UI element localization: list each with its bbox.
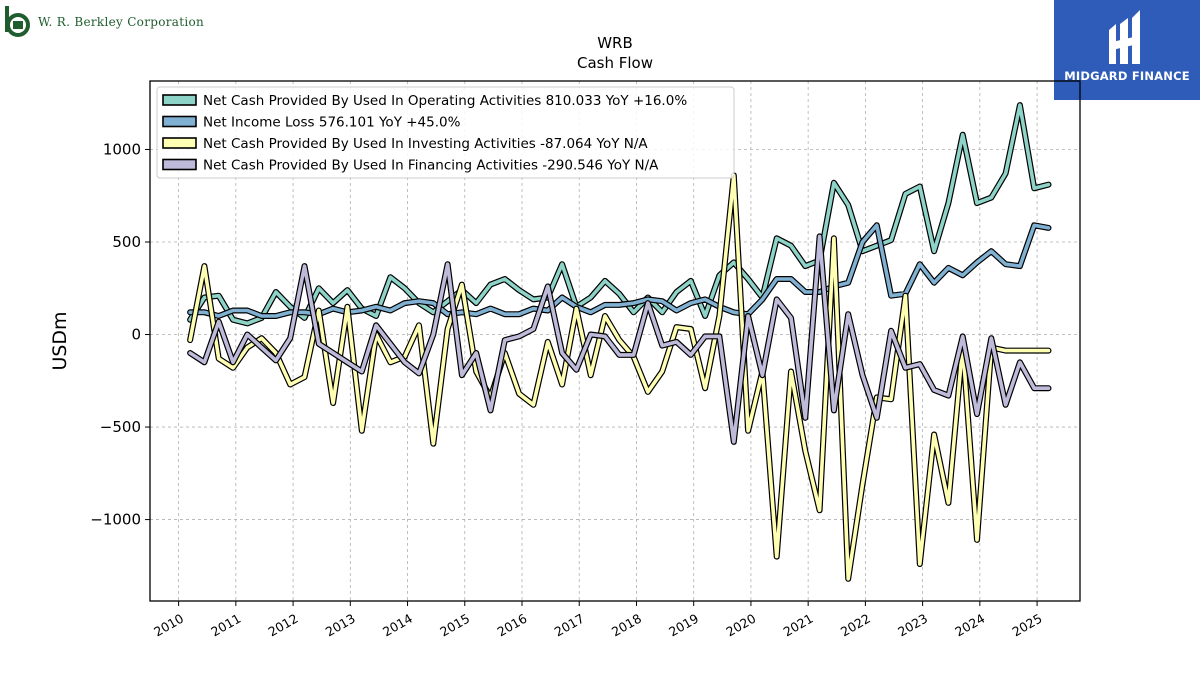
legend-swatch xyxy=(162,94,197,106)
chart-subtitle: Cash Flow xyxy=(577,54,653,72)
x-tick-label: 2020 xyxy=(723,611,758,640)
x-tick-label: 2014 xyxy=(380,611,415,640)
x-tick-label: 2013 xyxy=(323,611,358,640)
legend-label: Net Cash Provided By Used In Operating A… xyxy=(203,93,687,109)
legend-entry: Net Cash Provided By Used In Operating A… xyxy=(162,93,687,109)
series-outline xyxy=(187,172,1052,582)
legend: Net Cash Provided By Used In Operating A… xyxy=(156,86,735,179)
series-3 xyxy=(187,172,1052,582)
series-1 xyxy=(187,102,1052,327)
x-tick-label: 2025 xyxy=(1010,611,1045,640)
y-tick-label: −500 xyxy=(100,418,141,436)
berkley-b-icon xyxy=(5,6,30,37)
y-tick-label: 1000 xyxy=(103,140,141,158)
x-tick-label: 2021 xyxy=(781,611,816,640)
x-tick-label: 2012 xyxy=(266,611,301,640)
x-tick-label: 2023 xyxy=(895,611,930,640)
berkley-logo-text: W. R. Berkley Corporation xyxy=(38,15,205,29)
berkley-logo: W. R. Berkley Corporation xyxy=(4,4,204,40)
legend-entry: Net Cash Provided By Used In Financing A… xyxy=(162,158,659,174)
midgard-finance-logo: MIDGARD FINANCE xyxy=(1054,0,1200,100)
x-tick-label: 2024 xyxy=(952,611,987,640)
legend-entry: Net Cash Provided By Used In Investing A… xyxy=(162,136,648,152)
x-tick-label: 2019 xyxy=(666,611,701,640)
plot-frame xyxy=(149,80,1081,602)
midgard-emblem-icon xyxy=(1109,10,1140,64)
chart-title: WRB xyxy=(597,34,633,52)
series-line xyxy=(188,234,1051,444)
series-lines xyxy=(187,102,1052,582)
x-tick-label: 2016 xyxy=(494,611,529,640)
series-outline xyxy=(187,222,1052,319)
series-line xyxy=(188,103,1051,326)
legend-label: Net Cash Provided By Used In Financing A… xyxy=(203,158,659,174)
legend-swatch xyxy=(162,158,197,171)
x-tick-label: 2018 xyxy=(609,611,644,640)
x-tick-label: 2022 xyxy=(838,611,873,640)
series-4 xyxy=(187,233,1052,445)
legend-label: Net Income Loss 576.101 YoY +45.0% xyxy=(203,115,461,131)
midgard-finance-label: MIDGARD FINANCE xyxy=(1064,69,1190,83)
x-tick-label: 2015 xyxy=(437,611,472,640)
series-2 xyxy=(187,222,1052,319)
y-tick-label: 0 xyxy=(131,326,141,344)
legend-box xyxy=(156,86,735,179)
y-tick-label: −1000 xyxy=(90,511,141,529)
legend-swatch xyxy=(162,137,197,149)
y-axis-label: USDm xyxy=(49,311,71,370)
legend-label: Net Cash Provided By Used In Investing A… xyxy=(203,136,648,152)
x-tick-label: 2011 xyxy=(208,611,243,640)
legend-entry: Net Income Loss 576.101 YoY +45.0% xyxy=(162,115,461,131)
x-tick-label: 2017 xyxy=(552,611,587,640)
legend-swatch xyxy=(162,115,197,128)
x-tick-label: 2010 xyxy=(151,611,186,640)
series-line xyxy=(188,173,1051,581)
y-tick-label: 500 xyxy=(112,233,141,251)
